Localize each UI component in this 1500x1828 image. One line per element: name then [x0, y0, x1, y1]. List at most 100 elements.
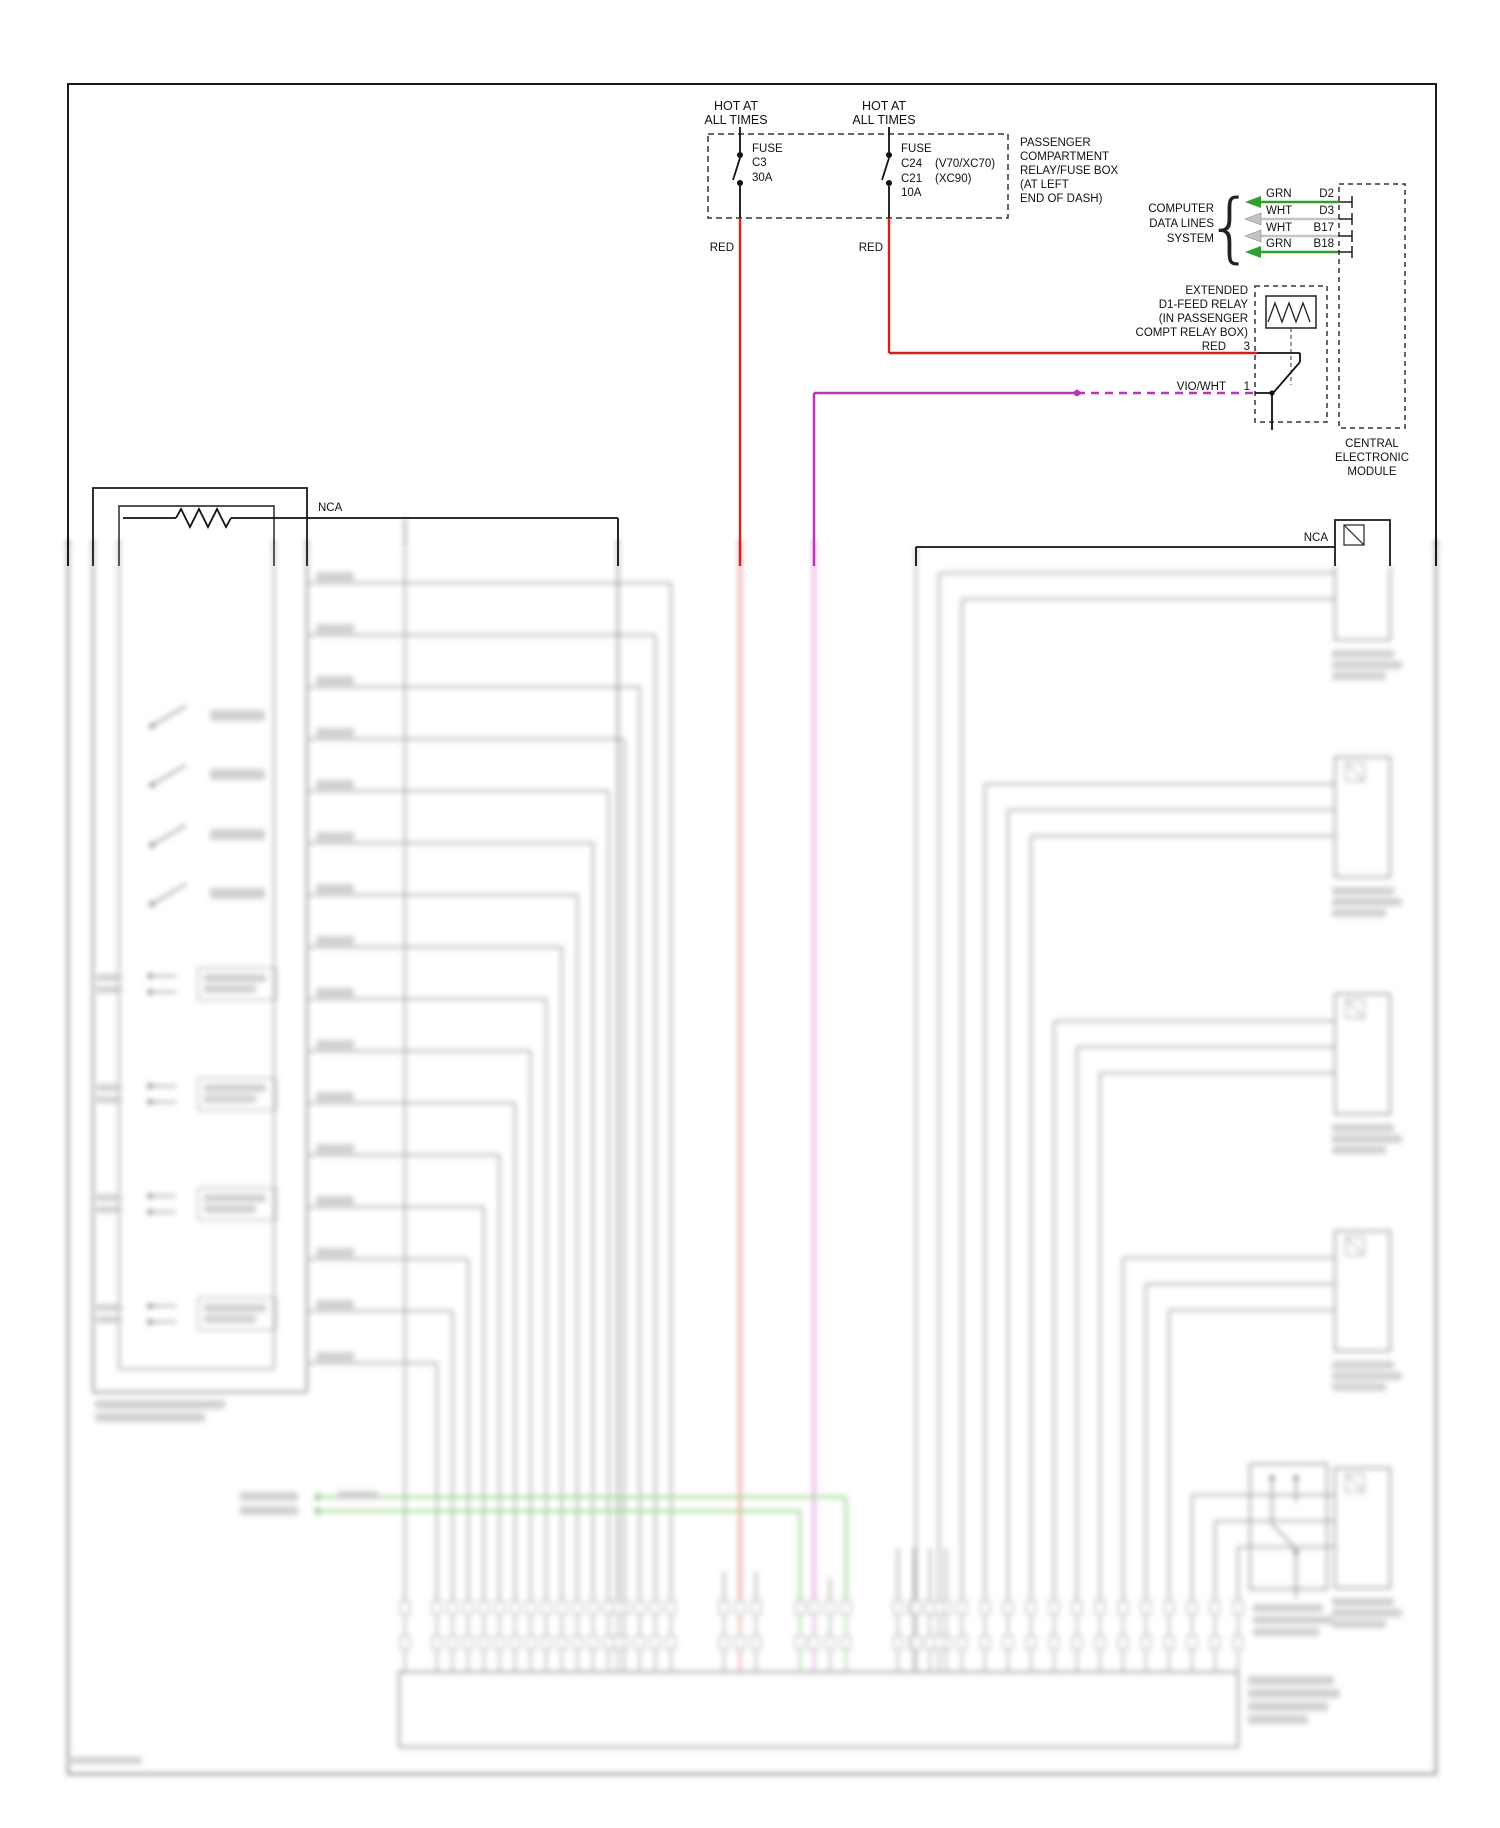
connector-pin	[634, 1635, 645, 1650]
connector-pin	[892, 1635, 904, 1650]
connector-pin	[1163, 1635, 1175, 1650]
connector-pin	[1071, 1600, 1083, 1615]
relay-label: (IN PASSENGER	[1159, 313, 1248, 325]
switch-contact-icon	[151, 764, 187, 786]
relay-coil-zigzag-icon	[1267, 301, 1311, 324]
connector-pin	[612, 1600, 624, 1615]
blurred-relay-box	[1249, 1463, 1328, 1590]
fuse2-id2: C21	[901, 173, 922, 185]
blurred-label	[204, 974, 266, 982]
computer-data-lines-label: DATA LINES	[1149, 218, 1214, 230]
blurred-label	[1332, 1124, 1394, 1132]
computer-data-lines-label: COMPUTER	[1148, 203, 1214, 215]
blurred-label	[316, 676, 354, 685]
wire-color: GRN	[1266, 238, 1292, 250]
page-border	[67, 83, 1437, 566]
connector-pin	[525, 1600, 536, 1615]
blurred-label	[96, 986, 122, 993]
relay-label: EXTENDED	[1185, 285, 1248, 297]
connector-pin	[824, 1635, 836, 1650]
connector-pin	[447, 1600, 458, 1615]
blurred-component-box	[197, 1187, 277, 1221]
fusebox-label: PASSENGER	[1020, 137, 1091, 149]
blurred-label	[210, 829, 265, 840]
connector-pin	[1094, 1635, 1106, 1650]
connector-pin	[1140, 1635, 1152, 1650]
blurred-label	[1332, 661, 1402, 669]
blurred-label	[1248, 1689, 1340, 1698]
connector-pin	[750, 1600, 762, 1615]
connector-glyph-icon	[1345, 1473, 1365, 1493]
cem-box-outline	[1338, 183, 1406, 429]
connector-pin	[1117, 1600, 1129, 1615]
connector-pin	[634, 1600, 645, 1615]
connector-pin	[447, 1635, 458, 1650]
connector-pin	[572, 1635, 583, 1650]
wire-color: GRN	[1266, 188, 1292, 200]
connector-pin	[572, 1600, 583, 1615]
blurred-label	[204, 1304, 266, 1312]
fuse-box-outline	[707, 133, 1009, 219]
arrow-left-icon	[1245, 196, 1261, 208]
connector-pin	[525, 1635, 536, 1650]
connector-pin	[431, 1600, 443, 1615]
relay-pin3-wire: RED	[1202, 341, 1226, 353]
connector-pin	[650, 1600, 661, 1615]
connector-pin	[1002, 1635, 1014, 1650]
connector-pin	[1232, 1635, 1244, 1650]
connector-pin	[718, 1635, 730, 1650]
connector-pin	[399, 1635, 411, 1650]
blurred-label	[1248, 1676, 1334, 1685]
fuse2-rating: 10A	[901, 187, 922, 199]
wire-terminal: D2	[1319, 188, 1334, 200]
data-line-wires	[1244, 196, 1339, 258]
blur-haze	[56, 545, 1452, 1828]
right-connector-box	[1334, 993, 1391, 1115]
connector-pin	[463, 1600, 474, 1615]
connector-pin	[587, 1635, 599, 1650]
blurred-label	[1332, 1146, 1386, 1154]
blurred-label	[316, 1144, 354, 1153]
fuse-terminal	[886, 152, 892, 158]
blurred-label	[316, 1092, 354, 1101]
blurred-label	[96, 974, 122, 981]
computer-data-lines-label: SYSTEM	[1167, 233, 1214, 245]
connector-pin	[556, 1635, 567, 1650]
arrow-left-icon	[1244, 212, 1262, 226]
blurred-label	[316, 728, 354, 737]
blurred-label	[1253, 1628, 1319, 1636]
blurred-label	[1332, 1135, 1402, 1143]
connector-pin	[431, 1635, 443, 1650]
brace-glyph: {	[1206, 182, 1254, 271]
connector-pin	[1071, 1635, 1083, 1650]
blurred-label	[240, 1492, 298, 1501]
connector-pin	[1002, 1600, 1014, 1615]
blurred-label	[316, 1300, 354, 1309]
blurred-component-box	[197, 1077, 277, 1111]
fuse-element-icon	[732, 157, 741, 181]
connector-pin	[734, 1600, 746, 1615]
connector-pin	[1094, 1600, 1106, 1615]
switch-contact-icon	[1271, 1523, 1297, 1550]
connector-pin	[399, 1600, 411, 1615]
blurred-label	[316, 572, 354, 581]
connector-pin	[794, 1635, 806, 1650]
blurred-label	[1253, 1616, 1333, 1624]
connector-pin	[750, 1635, 762, 1650]
fuse-terminal	[886, 180, 892, 186]
connector-pin	[494, 1635, 505, 1650]
relay-pin1-wire: VIO/WHT	[1177, 381, 1226, 393]
connector-pin	[587, 1600, 599, 1615]
connector-glyph-icon	[1345, 762, 1365, 782]
connector-pin	[1025, 1635, 1037, 1650]
connector-pin	[665, 1600, 677, 1615]
connector-pin	[956, 1600, 968, 1615]
connector-pin	[612, 1635, 624, 1650]
blurred-label	[316, 1040, 354, 1049]
relay-box-outline	[1254, 285, 1328, 423]
blurred-label	[1332, 650, 1394, 658]
right-connector-box-top	[1334, 519, 1391, 566]
arrow-left-icon	[1244, 229, 1262, 243]
connector-pin	[556, 1600, 567, 1615]
